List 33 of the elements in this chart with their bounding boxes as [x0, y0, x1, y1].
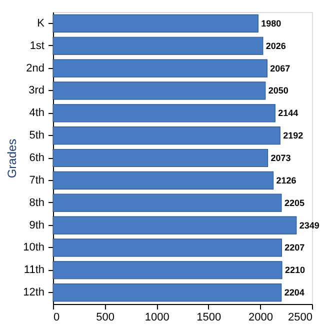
data-label: 2210 — [284, 265, 305, 276]
y-tick-label: 11th — [24, 264, 44, 276]
x-tick-label: 2000 — [248, 312, 273, 324]
y-tick-label: 1st — [30, 40, 44, 52]
data-label: 2204 — [284, 288, 304, 298]
data-label: 2207 — [284, 242, 305, 253]
y-tick-label: K — [37, 17, 46, 30]
x-tick-label: 500 — [96, 312, 114, 324]
data-label: 2026 — [266, 40, 286, 51]
data-label: 2073 — [270, 153, 291, 163]
y-tick-label: 2nd — [26, 62, 44, 74]
y-tick-label: 5th — [29, 130, 44, 142]
data-label: 2126 — [276, 175, 296, 186]
y-tick-label: 3rd — [28, 84, 44, 97]
y-tick-label: 9th — [29, 219, 44, 232]
x-tick-label: 0 — [54, 312, 60, 324]
y-axis-title: Grades — [5, 138, 20, 178]
y-tick-label: 8th — [29, 196, 44, 209]
y-tick-label: 4th — [29, 107, 44, 120]
y-tick-label: 10th — [23, 242, 44, 254]
x-tick-label: 1000 — [144, 312, 170, 324]
data-label: 2050 — [268, 86, 288, 96]
data-label: 1980 — [261, 18, 282, 28]
data-label: 2144 — [278, 108, 298, 118]
x-tick-label: 2500 — [288, 312, 312, 324]
x-tick-label: 1500 — [196, 312, 222, 324]
y-tick-label: 6th — [29, 152, 44, 164]
data-label: 2067 — [270, 63, 290, 74]
data-label: 2205 — [284, 198, 304, 208]
data-label: 2349 — [299, 220, 320, 230]
y-tick-label: 12th — [23, 286, 44, 299]
y-tick-label: 7th — [29, 174, 44, 186]
data-label: 2192 — [283, 130, 304, 141]
